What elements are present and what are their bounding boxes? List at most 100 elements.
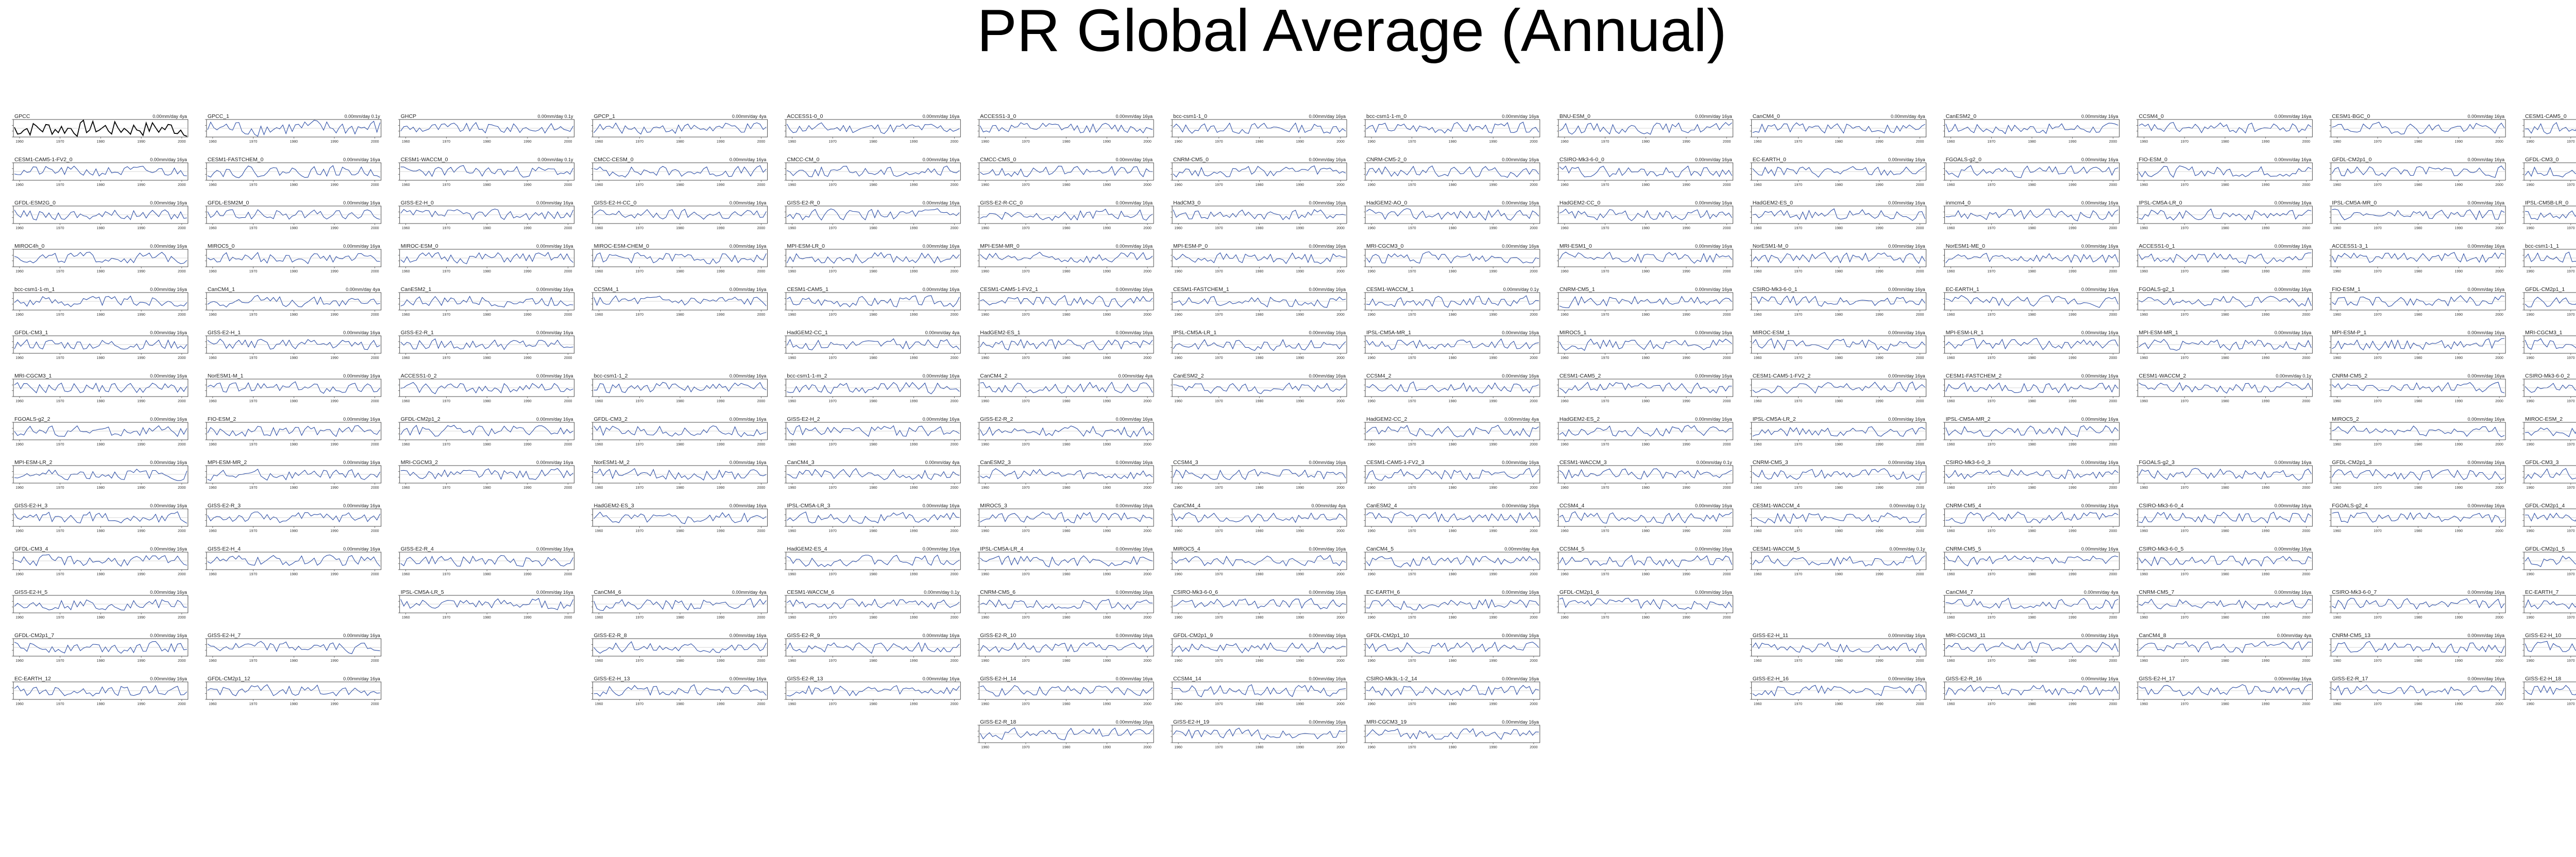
panel-title: ACCESS1-3_1 — [2332, 243, 2368, 249]
panel-unit: 0.00mm/day 16ya — [923, 287, 960, 292]
x-tick-label: 1960 — [209, 529, 217, 533]
panel-unit: 0.00mm/day 16ya — [150, 503, 187, 508]
panel-title: CESM1-CAM5-1-FV2_3 — [1366, 459, 1425, 466]
x-tick-label: 1980 — [2221, 616, 2229, 620]
x-tick-label: 1960 — [1947, 616, 1955, 620]
x-tick-label: 1960 — [1947, 443, 1955, 447]
panel: MIROC-ESM_20.00mm/day 16ya19601970198019… — [2522, 416, 2576, 447]
x-tick-label: 1990 — [1875, 702, 1884, 706]
series-line — [207, 511, 381, 523]
x-tick-label: 1960 — [1367, 356, 1376, 360]
x-tick-label: 1980 — [97, 270, 105, 273]
x-tick-label: 1990 — [137, 400, 145, 403]
x-tick-label: 1970 — [249, 486, 258, 490]
x-tick-label: 1960 — [209, 227, 217, 230]
panel-unit: 0.00mm/day 16ya — [1695, 503, 1732, 508]
x-tick-label: 2000 — [1916, 573, 1924, 576]
x-tick-label: 1970 — [1408, 356, 1416, 360]
x-tick-label: 2000 — [757, 400, 766, 403]
x-tick-label: 1960 — [595, 659, 603, 663]
x-tick-label: 1990 — [1489, 486, 1497, 490]
x-tick-label: 1970 — [828, 183, 837, 187]
x-tick-label: 1980 — [483, 573, 491, 576]
x-tick-label: 2000 — [1530, 400, 1538, 403]
x-tick-label: 1960 — [2140, 227, 2148, 230]
x-tick-label: 1970 — [1408, 529, 1416, 533]
panel-title: GISS-E2-H-CC_0 — [594, 200, 637, 206]
panel-unit: 0.00mm/day 16ya — [2081, 373, 2119, 379]
x-tick-label: 1980 — [676, 616, 684, 620]
panel-unit: 0.00mm/day 16ya — [1502, 503, 1539, 508]
x-tick-label: 2000 — [1143, 746, 1151, 749]
x-tick-label: 1970 — [1987, 270, 1995, 273]
series-line — [400, 338, 573, 350]
x-tick-label: 1980 — [1256, 227, 1264, 230]
panel-unit: 0.00mm/day 16ya — [2275, 503, 2312, 508]
x-tick-label: 1980 — [2028, 183, 2036, 187]
x-tick-label: 1970 — [2567, 659, 2575, 663]
x-tick-label: 1970 — [1215, 400, 1223, 403]
series-line — [1173, 684, 1346, 697]
x-tick-label: 2000 — [178, 529, 186, 533]
x-tick-label: 1960 — [1174, 746, 1182, 749]
x-tick-label: 1970 — [2567, 356, 2575, 360]
panel-title: CESM1-WACCM_1 — [1366, 286, 1414, 293]
series-line — [979, 339, 1153, 351]
panel-unit: 0.00mm/day 16ya — [1116, 200, 1153, 205]
panel-title: CSIRO-Mk3-6-0_6 — [1173, 589, 1218, 595]
x-tick-label: 1960 — [1754, 356, 1762, 360]
series-line — [2138, 165, 2312, 178]
panel-unit: 0.00mm/day 16ya — [2081, 676, 2119, 681]
x-tick-label: 1990 — [2455, 659, 2463, 663]
panel-title: ACCESS1-3_0 — [980, 113, 1016, 119]
x-tick-label: 2000 — [1723, 443, 1731, 447]
x-tick-label: 1980 — [2221, 702, 2229, 706]
x-tick-label: 1980 — [869, 183, 877, 187]
panel-unit: 0.00mm/day 16ya — [923, 546, 960, 552]
x-tick-label: 1970 — [2374, 356, 2382, 360]
x-tick-label: 1990 — [523, 616, 532, 620]
x-tick-label: 1970 — [2180, 400, 2189, 403]
x-tick-label: 1990 — [1103, 702, 1111, 706]
x-tick-label: 2000 — [1723, 270, 1731, 273]
x-tick-label: 1970 — [1215, 486, 1223, 490]
x-tick-label: 1960 — [788, 183, 796, 187]
x-tick-label: 2000 — [178, 443, 186, 447]
x-tick-label: 1980 — [2028, 400, 2036, 403]
series-line — [14, 165, 187, 177]
x-tick-label: 2000 — [1723, 616, 1731, 620]
panel-unit: 0.00mm/day 16ya — [2468, 157, 2505, 162]
x-tick-label: 2000 — [2495, 356, 2503, 360]
panel-title: CCSM4_0 — [2139, 113, 2164, 119]
x-tick-label: 1970 — [1601, 529, 1609, 533]
x-tick-label: 1960 — [402, 140, 410, 144]
x-tick-label: 1980 — [1062, 227, 1071, 230]
x-tick-label: 1960 — [1561, 400, 1569, 403]
panel-unit: 0.00mm/day 16ya — [1309, 287, 1346, 292]
panel-title: CanCM4_5 — [1366, 546, 1394, 552]
panel-unit: 0.00mm/day 16ya — [2081, 633, 2119, 638]
x-tick-label: 2000 — [2495, 529, 2503, 533]
x-tick-label: 1980 — [1256, 659, 1264, 663]
x-tick-label: 1980 — [676, 659, 684, 663]
x-tick-label: 1970 — [443, 183, 451, 187]
panel-unit: 0.00mm/day 16ya — [2081, 287, 2119, 292]
x-tick-label: 2000 — [1143, 313, 1151, 317]
panel-unit: 0.00mm/day 16ya — [1695, 546, 1732, 552]
series-line — [1559, 511, 1733, 524]
panel-title: GFDL-ESM2M_0 — [208, 200, 249, 206]
x-tick-label: 2000 — [371, 356, 379, 360]
x-tick-label: 1990 — [1682, 573, 1690, 576]
x-tick-label: 2000 — [1336, 400, 1345, 403]
x-tick-label: 2000 — [2109, 529, 2117, 533]
x-tick-label: 1980 — [1062, 702, 1071, 706]
panel-unit: 0.00mm/day 16ya — [1695, 417, 1732, 422]
panel-title: CSIRO-Mk3-6-0_1 — [1753, 286, 1798, 293]
